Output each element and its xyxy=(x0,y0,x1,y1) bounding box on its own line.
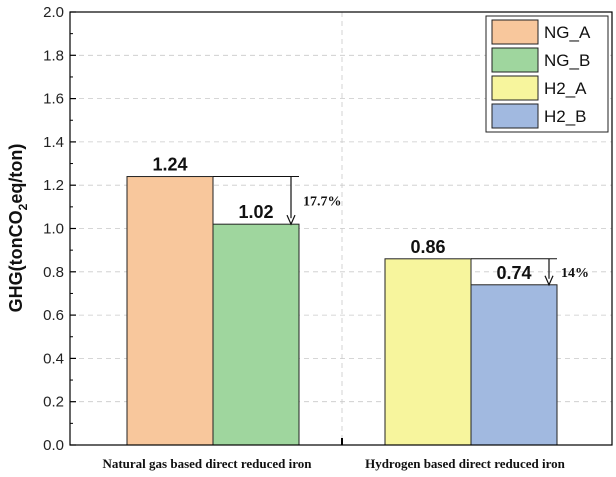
bars: 1.24 1.02 0.86 0.74 xyxy=(126,155,558,446)
annotation-arrow-head xyxy=(544,275,554,287)
legend-label: NG_B xyxy=(544,51,590,70)
bar-h2-a xyxy=(384,258,472,446)
x-category-label: Natural gas based direct reduced iron xyxy=(102,456,312,471)
data-label-h2-a: 0.86 xyxy=(410,237,445,257)
y-tick-label: 0.8 xyxy=(43,264,64,281)
legend-swatch xyxy=(491,47,539,73)
y-tick-label: 0.2 xyxy=(43,394,64,411)
y-tick-label: 1.2 xyxy=(43,177,64,194)
y-axis-label: GHG(tonCO2eq/ton) xyxy=(6,144,30,313)
y-tick-label: 1.8 xyxy=(43,47,64,64)
y-axis-label-post: eq/ton) xyxy=(6,144,26,204)
legend-label: H2_A xyxy=(544,79,587,98)
bar-ng-a xyxy=(126,176,214,446)
y-tick-label: 1.6 xyxy=(43,91,64,108)
reduction-annotations: 17.7% 14% xyxy=(213,176,589,287)
y-tick-label: 0.0 xyxy=(43,437,64,454)
annotation-percent: 14% xyxy=(561,266,589,281)
legend-label: H2_B xyxy=(544,107,587,126)
data-label-ng-a: 1.24 xyxy=(152,155,187,175)
legend: NG_A NG_B H2_A H2_B xyxy=(485,15,609,133)
y-axis: 0.0 0.2 0.4 0.6 0.8 1.0 1.2 1.4 1.6 1.8 2.0 xyxy=(43,4,76,454)
bar-h2-b xyxy=(470,284,558,446)
x-axis: Natural gas based direct reduced iron Hyd… xyxy=(102,438,566,471)
y-axis-label-sub: 2 xyxy=(16,203,30,210)
legend-label: NG_A xyxy=(544,23,591,42)
y-tick-label: 1.4 xyxy=(43,134,64,151)
bar-ng-b xyxy=(212,223,300,446)
y-tick-label: 1.0 xyxy=(43,221,64,238)
data-label-h2-b: 0.74 xyxy=(496,263,531,283)
legend-swatch xyxy=(491,75,539,101)
annotation-percent: 17.7% xyxy=(303,194,342,209)
y-tick-label: 0.6 xyxy=(43,307,64,324)
x-category-label: Hydrogen based direct reduced iron xyxy=(365,456,566,471)
annotation-arrow-head xyxy=(286,214,296,226)
legend-swatch xyxy=(491,19,539,45)
y-tick-label: 0.4 xyxy=(43,350,64,367)
y-axis-label-pre: GHG(tonCO xyxy=(6,210,26,312)
data-label-ng-b: 1.02 xyxy=(238,202,273,222)
legend-swatch xyxy=(491,103,539,129)
y-tick-label: 2.0 xyxy=(43,4,64,21)
